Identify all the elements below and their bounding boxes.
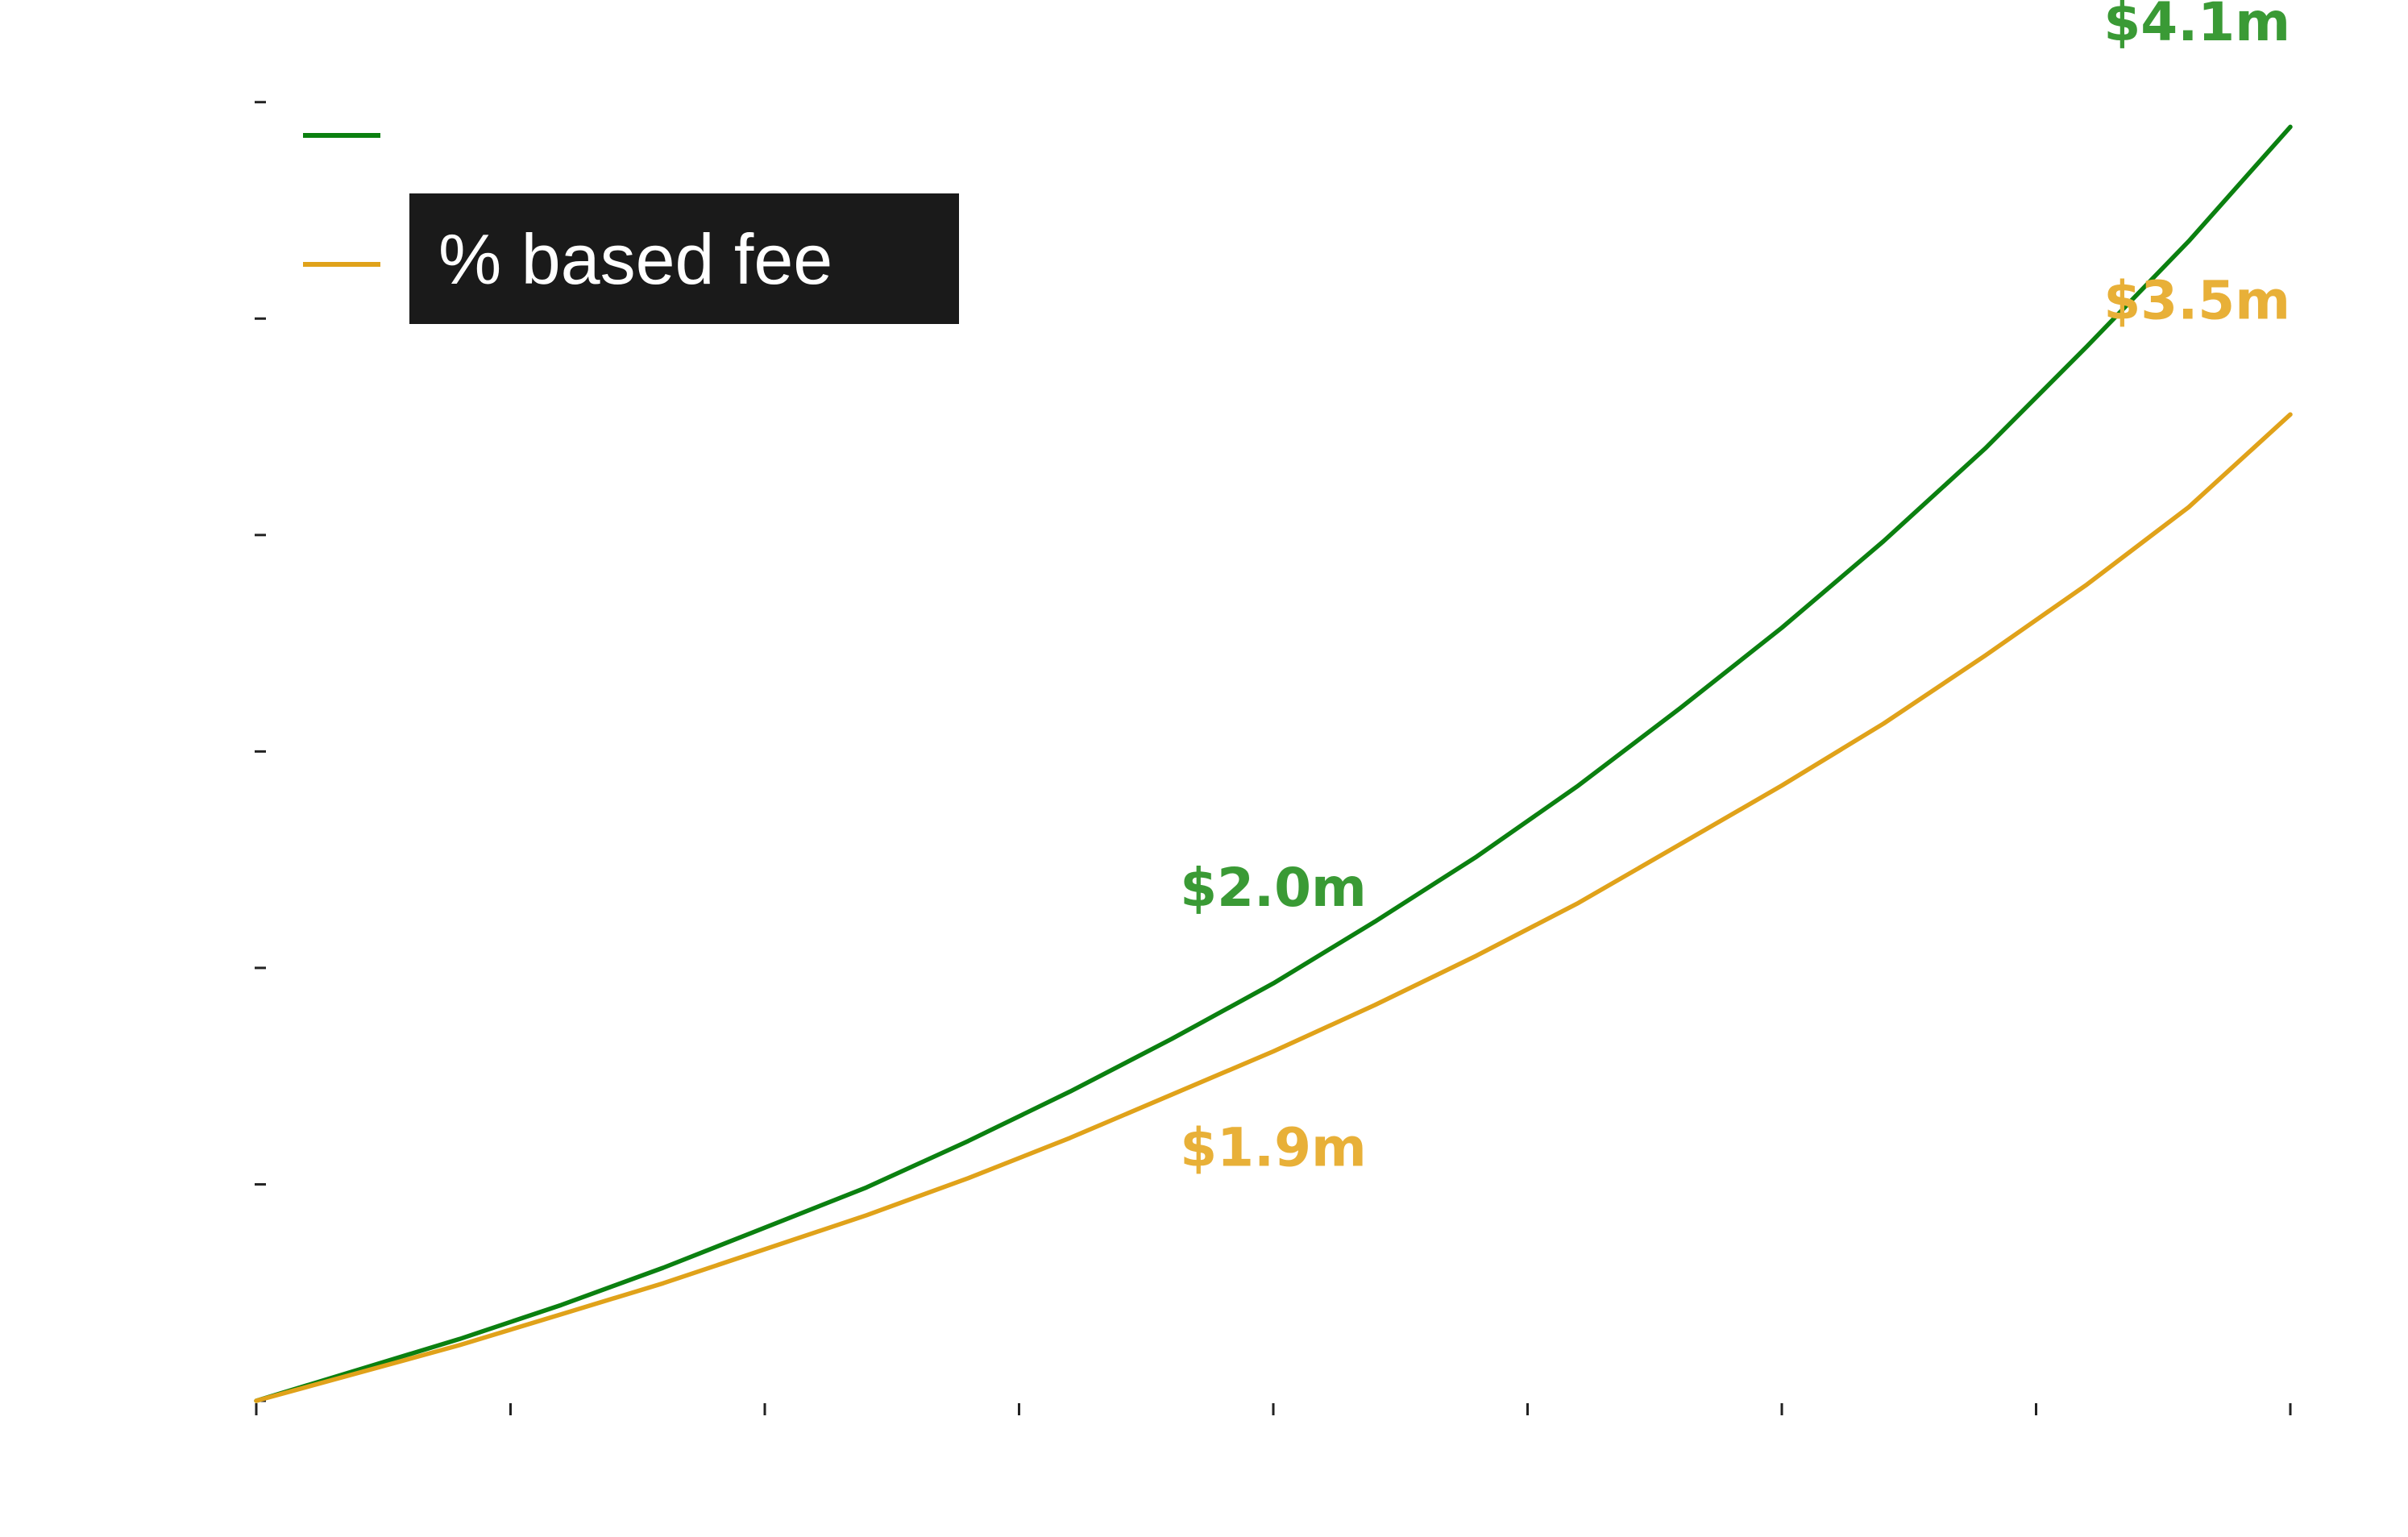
series-lines	[254, 124, 2293, 1403]
legend: % based fee	[303, 133, 959, 324]
value-label-2: $2.0m	[1180, 857, 1367, 919]
legend-label-box	[409, 193, 959, 324]
value-label-1: $4.1m	[2103, 0, 2290, 53]
value-label-4: $1.9m	[1180, 1116, 1367, 1178]
series-line-2	[254, 412, 2293, 1403]
axis-ticks	[255, 101, 2292, 1415]
legend-label-2: % based fee	[438, 219, 832, 299]
value-labels: $4.1m $2.0m $3.5m $1.9m	[1180, 0, 2290, 1178]
series-line-1	[254, 124, 2293, 1403]
value-label-3: $3.5m	[2103, 269, 2290, 331]
